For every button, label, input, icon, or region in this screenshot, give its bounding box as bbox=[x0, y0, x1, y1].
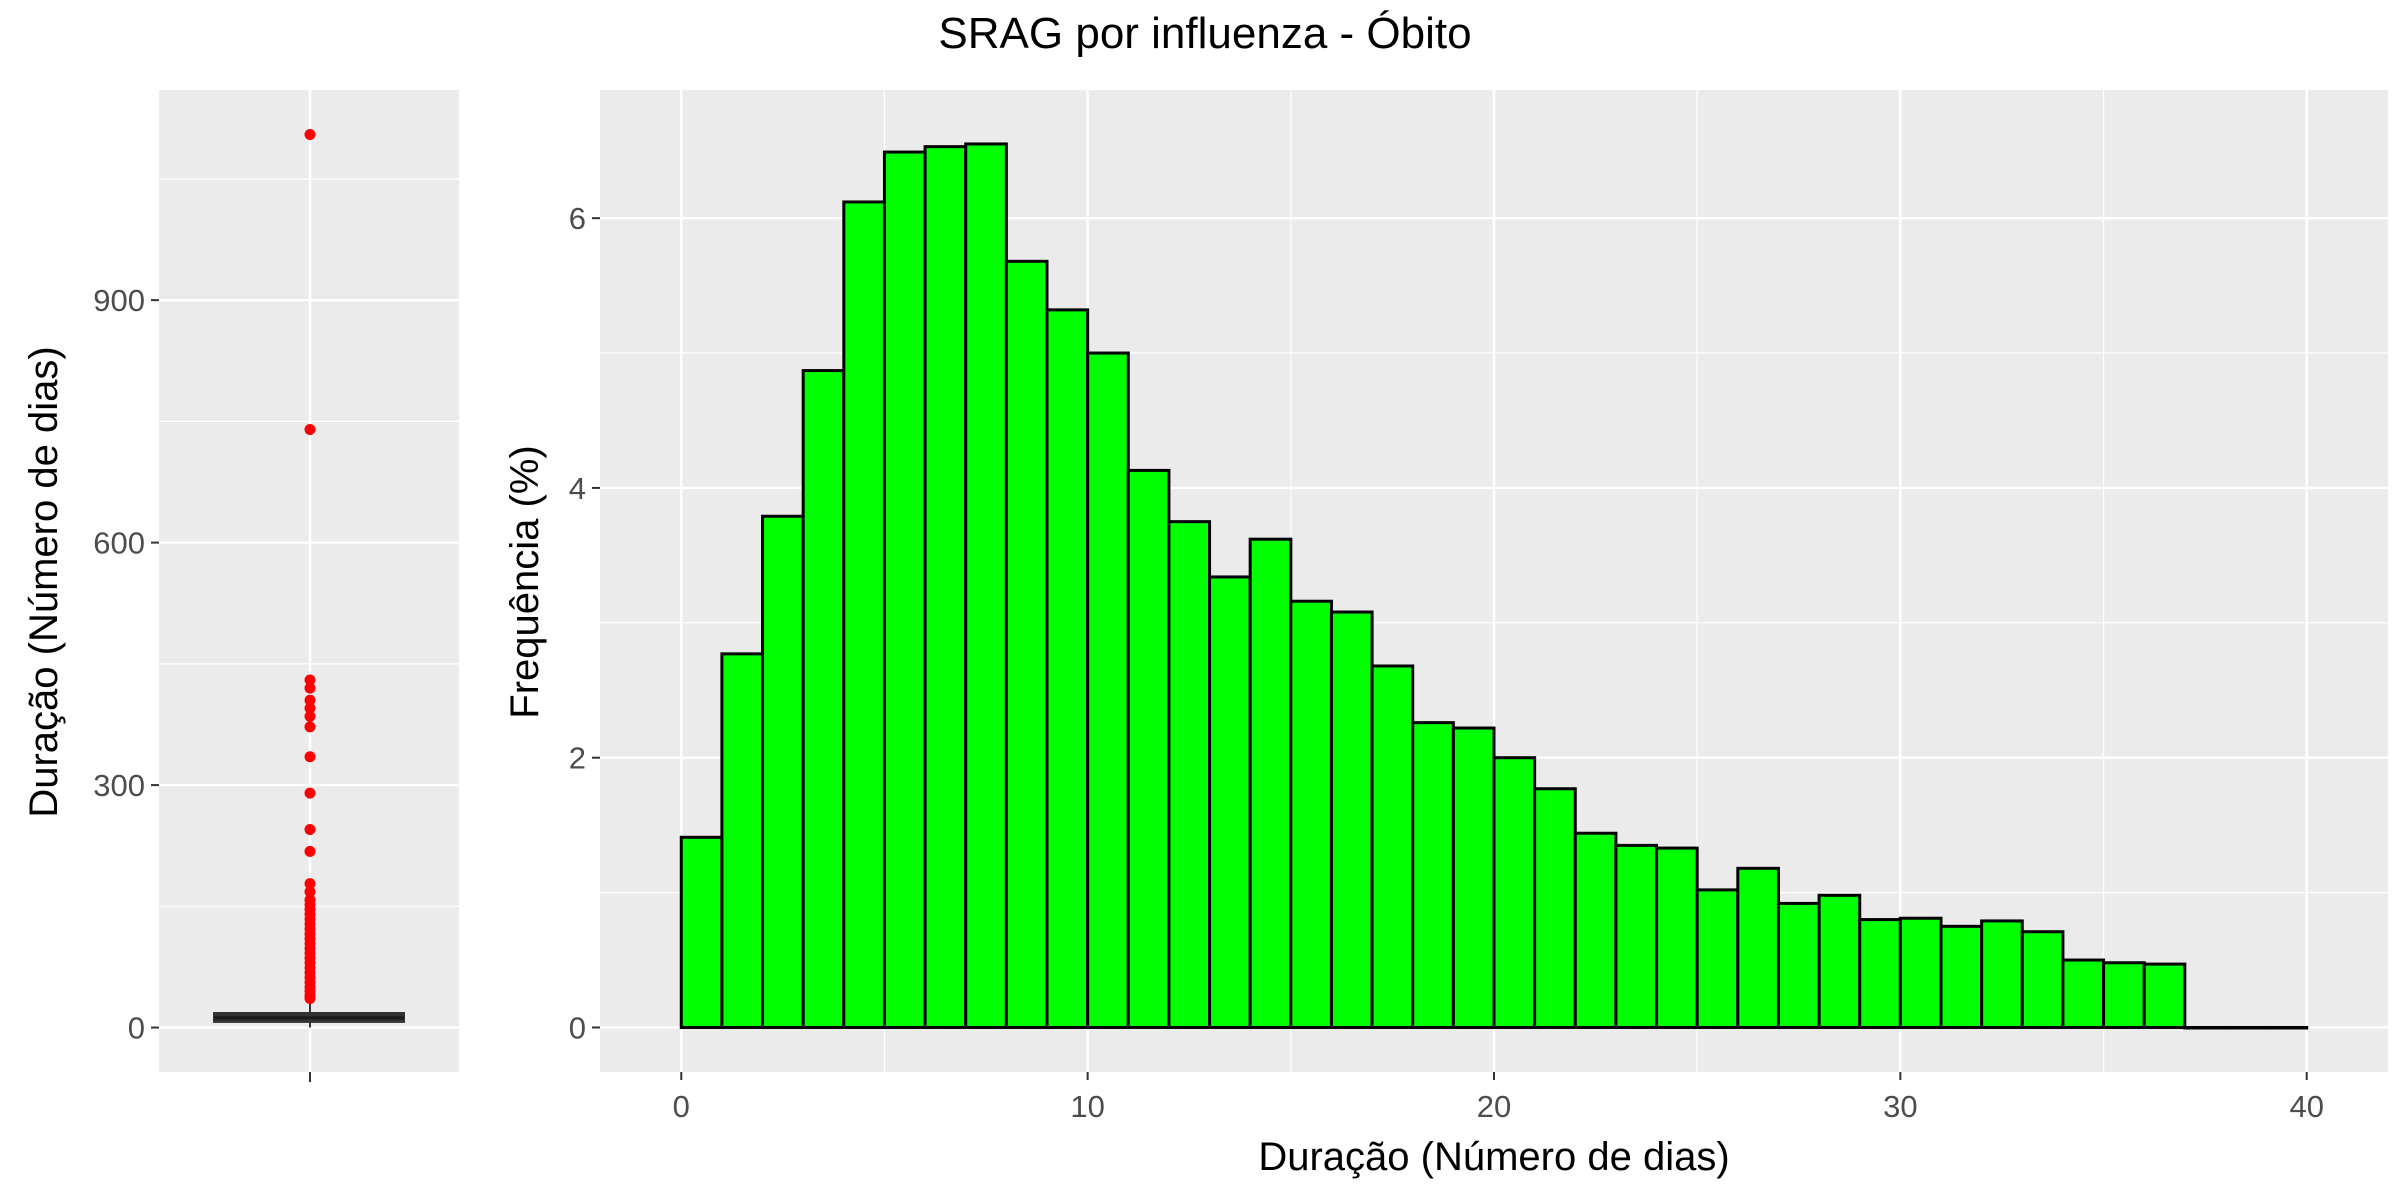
histogram-bar bbox=[1939, 924, 1984, 1029]
boxplot-axis: 0 300 600 900 bbox=[93, 283, 311, 1082]
histogram-bars bbox=[679, 142, 2309, 1030]
histogram-bar bbox=[1736, 866, 1780, 1029]
boxplot-outlier-point bbox=[304, 886, 316, 898]
boxplot-y-tick-label: 300 bbox=[93, 768, 145, 803]
histogram-bar bbox=[1573, 831, 1618, 1029]
histogram-bar bbox=[1086, 351, 1130, 1029]
histogram-bar bbox=[2223, 1025, 2268, 1030]
boxplot-y-tick-label: 600 bbox=[93, 526, 145, 561]
histogram-bar bbox=[801, 369, 846, 1029]
boxplot-outlier-point bbox=[304, 824, 316, 836]
histogram-bar bbox=[2102, 961, 2146, 1029]
histogram-bar bbox=[842, 200, 886, 1029]
boxplot-marks bbox=[213, 128, 405, 1028]
histogram-bar bbox=[2061, 958, 2106, 1029]
histogram-bar bbox=[1167, 520, 1212, 1029]
boxplot-outlier-point bbox=[304, 721, 316, 733]
histogram-y-axis-title: Frequência (%) bbox=[503, 445, 547, 718]
boxplot-outlier-point bbox=[304, 423, 316, 435]
boxplot-outlier-point bbox=[304, 787, 316, 799]
histogram-bar bbox=[1533, 787, 1577, 1029]
histogram-axis: 0 10 20 30 40 0 2 4 6 bbox=[569, 201, 2324, 1124]
boxplot-outlier-point bbox=[304, 128, 316, 140]
histogram-bar bbox=[1411, 721, 1455, 1029]
histogram-bar bbox=[720, 652, 765, 1029]
histogram-bar bbox=[1248, 537, 1293, 1029]
histogram-bar bbox=[1289, 599, 1333, 1029]
histogram-bar bbox=[923, 145, 968, 1029]
histogram-y-tick-label: 0 bbox=[569, 1010, 586, 1045]
histogram-bar bbox=[1370, 664, 1415, 1029]
histogram-y-tick-label: 2 bbox=[569, 741, 586, 776]
boxplot-outlier-point bbox=[304, 751, 316, 763]
histogram-bar bbox=[1655, 846, 1699, 1029]
histogram-bar bbox=[1045, 308, 1090, 1029]
chart-title: SRAG por influenza - Óbito bbox=[938, 9, 1471, 58]
boxplot-outlier-point bbox=[304, 710, 316, 722]
boxplot-outlier-point bbox=[304, 702, 316, 714]
boxplot-y-tick-label: 900 bbox=[93, 283, 145, 318]
histogram-x-tick-label: 40 bbox=[2289, 1089, 2323, 1124]
histogram-bar bbox=[1614, 843, 1659, 1029]
boxplot-outlier-point bbox=[304, 878, 316, 890]
boxplot-y-axis-title: Duração (Número de dias) bbox=[22, 346, 66, 817]
histogram-x-tick-label: 30 bbox=[1883, 1089, 1917, 1124]
boxplot-outlier-point bbox=[304, 682, 316, 694]
boxplot-outlier-point bbox=[304, 845, 316, 857]
histogram-bar bbox=[2020, 930, 2065, 1029]
boxplot-outlier-point bbox=[304, 992, 316, 1004]
histogram-bar bbox=[882, 150, 927, 1029]
histogram-x-tick-label: 10 bbox=[1070, 1089, 1104, 1124]
histogram-bar bbox=[679, 835, 724, 1029]
histogram-bar bbox=[1126, 468, 1171, 1029]
histogram-x-axis-title: Duração (Número de dias) bbox=[1258, 1135, 1729, 1179]
histogram-x-tick-label: 0 bbox=[673, 1089, 690, 1124]
histogram-x-tick-label: 20 bbox=[1477, 1089, 1511, 1124]
histogram-bar bbox=[1695, 888, 1740, 1029]
histogram-bar bbox=[2183, 1025, 2227, 1030]
boxplot-panel: 0 300 600 900 Duração (Número de dias) bbox=[22, 90, 459, 1082]
histogram-panel: 0 10 20 30 40 0 2 4 6 Frequência (%) Duração (Nú… bbox=[503, 90, 2388, 1179]
histogram-bar bbox=[761, 514, 805, 1029]
boxplot-y-tick-label: 0 bbox=[128, 1011, 145, 1046]
histogram-bar bbox=[964, 142, 1008, 1029]
boxplot-outlier-point bbox=[304, 674, 316, 686]
histogram-bar bbox=[1492, 756, 1537, 1029]
histogram-bar bbox=[1004, 259, 1049, 1029]
boxplot-outlier-point bbox=[304, 694, 316, 706]
histogram-bar bbox=[1817, 893, 1862, 1029]
histogram-bar bbox=[1776, 901, 1821, 1029]
histogram-bar bbox=[1329, 610, 1374, 1029]
histogram-y-tick-label: 6 bbox=[569, 201, 586, 236]
histogram-bar bbox=[1451, 726, 1496, 1029]
histogram-bar bbox=[2264, 1025, 2309, 1030]
histogram-bar bbox=[1898, 916, 1943, 1029]
histogram-bar bbox=[2142, 962, 2187, 1029]
histogram-bar bbox=[1858, 918, 1902, 1029]
histogram-y-tick-label: 4 bbox=[569, 471, 586, 506]
histogram-bar bbox=[1208, 575, 1252, 1029]
histogram-bar bbox=[1980, 919, 2024, 1029]
